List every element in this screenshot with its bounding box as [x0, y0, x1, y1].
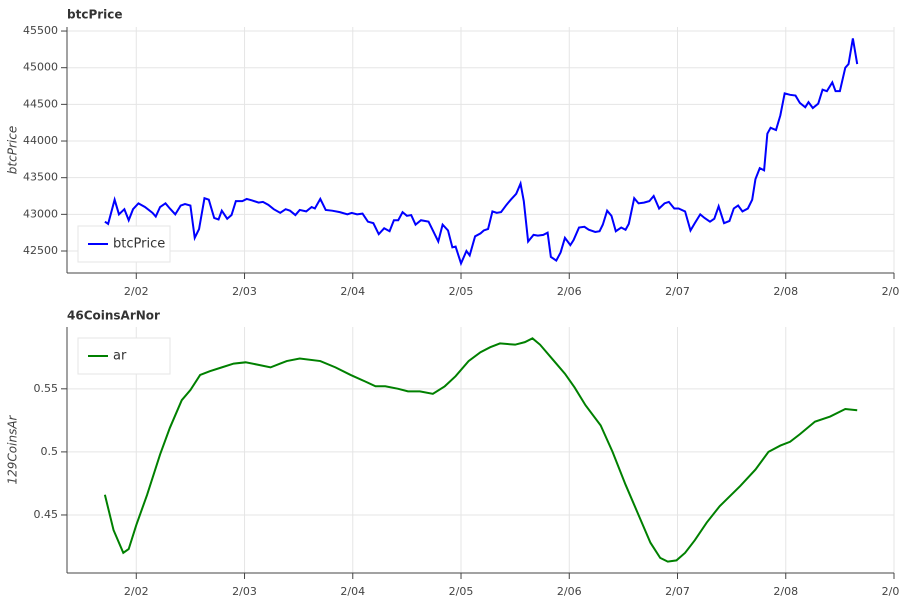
x-tick-label: 2/05	[449, 285, 474, 298]
x-tick-label: 2/06	[557, 585, 582, 598]
y-axis-label: btcPrice	[6, 126, 20, 174]
x-tick-label: 2/06	[557, 285, 582, 298]
x-tick-label: 2/05	[449, 585, 474, 598]
data-line	[104, 38, 859, 267]
x-tick-label: 2/04	[340, 585, 365, 598]
legend-label: ar	[113, 349, 127, 364]
x-tick-label: 2/09	[882, 585, 900, 598]
y-tick-label: 43000	[23, 207, 58, 220]
y-tick-label: 0.5	[41, 445, 59, 458]
y-tick-label: 0.45	[34, 508, 59, 521]
legend-label: btcPrice	[113, 237, 165, 252]
x-tick-label: 2/03	[232, 285, 257, 298]
x-tick-label: 2/07	[665, 285, 690, 298]
y-tick-label: 42500	[23, 244, 58, 257]
x-tick-label: 2/07	[665, 585, 690, 598]
x-tick-label: 2/08	[773, 585, 798, 598]
x-tick-label: 2/08	[773, 285, 798, 298]
data-line	[103, 337, 858, 563]
y-tick-label: 45500	[23, 24, 58, 37]
y-axis-label: 129CoinsAr	[6, 414, 20, 484]
chart-title: btcPrice	[67, 8, 123, 22]
y-tick-label: 44000	[23, 134, 58, 147]
x-tick-label: 2/04	[340, 285, 365, 298]
x-tick-label: 2/02	[124, 585, 149, 598]
y-tick-label: 0.55	[34, 382, 59, 395]
x-tick-label: 2/09	[882, 285, 900, 298]
chart-title: 46CoinsArNor	[67, 309, 160, 323]
y-tick-label: 44500	[23, 97, 58, 110]
x-tick-label: 2/03	[232, 585, 257, 598]
y-tick-label: 43500	[23, 171, 58, 184]
y-tick-label: 45000	[23, 61, 58, 74]
x-tick-label: 2/02	[124, 285, 149, 298]
